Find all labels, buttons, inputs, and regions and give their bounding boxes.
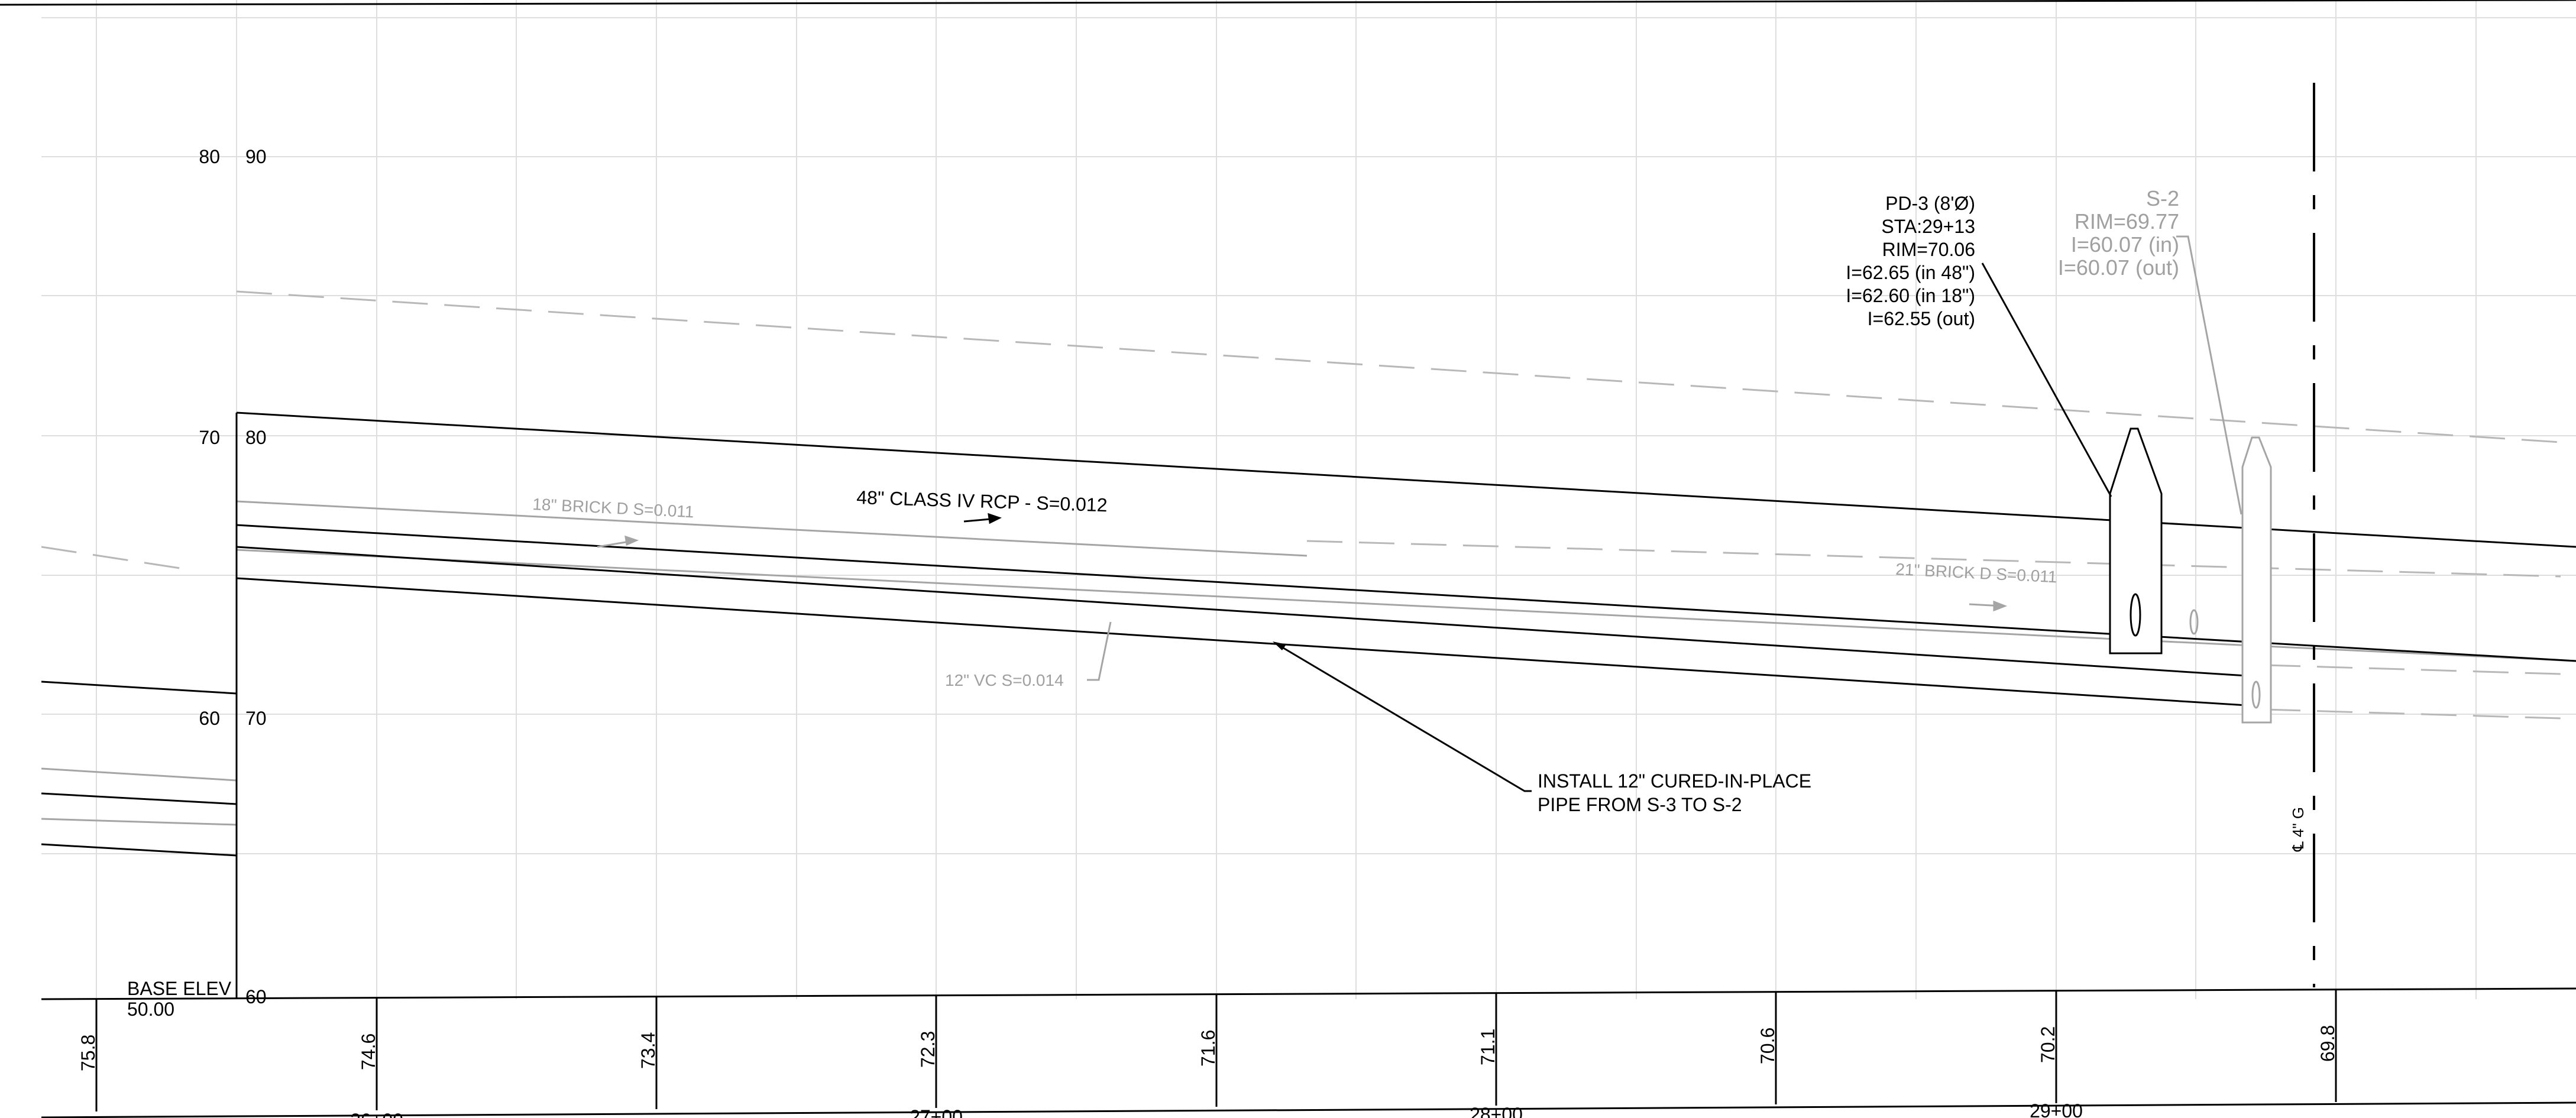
station-table [41, 987, 2576, 1118]
flow-arrow-main [963, 513, 1002, 524]
top-border [0, 0, 2576, 6]
install-note-leader [1277, 643, 1532, 792]
centerline-label: ℄ 4" G [2289, 807, 2307, 852]
station-label: 27+00 [910, 1106, 963, 1118]
pd3-line-rim: RIM=70.06 [1882, 239, 1975, 260]
station-label: 29+00 [2030, 1100, 2083, 1118]
station-label: 28+00 [1470, 1104, 1523, 1118]
station-labels: 26+00 27+00 28+00 29+00 [350, 1100, 2083, 1118]
ground-elevations: 75.8 74.6 73.4 72.3 71.6 71.1 70.6 70.2 … [77, 1025, 2338, 1071]
s2-line-rim: RIM=69.77 [2075, 209, 2179, 234]
pd3-line-inv1: I=62.65 (in 48") [1846, 262, 1975, 283]
install-note-line2: PIPE FROM S-3 TO S-2 [1538, 794, 1742, 815]
vc12-pipe-label: 12" VC S=0.014 [945, 671, 1064, 689]
s2-callout: S-2 RIM=69.77 I=60.07 (in) I=60.07 (out) [2058, 186, 2179, 280]
s2-line-inv-out: I=60.07 (out) [2058, 255, 2179, 280]
left-elev-80: 80 [199, 146, 220, 167]
left-elev-70: 70 [199, 427, 220, 448]
pd3-line-station: STA:29+13 [1881, 216, 1975, 237]
s2-small-opening [2189, 609, 2199, 635]
s2-line-inv-in: I=60.07 (in) [2071, 232, 2179, 257]
ground-elev: 74.6 [358, 1033, 379, 1070]
pd3-line-inv3: I=62.55 (out) [1868, 308, 1975, 329]
s2-leader [2176, 235, 2242, 515]
ground-elev: 71.6 [1198, 1030, 1219, 1067]
pd3-leader [1981, 263, 2112, 497]
ground-elev: 70.2 [2037, 1026, 2059, 1063]
station-label: 26+00 [350, 1110, 403, 1118]
pd3-line-inv2: I=62.60 (in 18") [1846, 285, 1975, 306]
s2-manhole [2241, 436, 2272, 724]
right-elev-60: 60 [245, 986, 267, 1007]
ground-elev: 73.4 [637, 1032, 659, 1069]
right-elev-80: 80 [245, 427, 267, 448]
main-pipes [41, 411, 2576, 857]
gray-pipes [41, 500, 2576, 826]
s2-line-name: S-2 [2146, 186, 2179, 210]
ground-elev: 70.6 [1757, 1028, 1778, 1064]
ground-elev: 71.1 [1477, 1029, 1499, 1065]
pd3-callout: PD-3 (8'Ø) STA:29+13 RIM=70.06 I=62.65 (… [1846, 193, 1975, 329]
elevation-labels: 80 70 60 90 80 70 60 [199, 146, 266, 1007]
ground-elev: 69.8 [2317, 1025, 2338, 1062]
right-elev-90: 90 [245, 146, 267, 167]
flow-arrow-brick18 [597, 535, 639, 548]
gray-dashed-lines [41, 290, 2561, 720]
ground-elev: 75.8 [77, 1035, 99, 1071]
ground-elev: 72.3 [917, 1031, 939, 1068]
left-elev-60: 60 [199, 708, 220, 729]
flow-arrow-brick21 [1969, 600, 2008, 612]
pd3-line-name: PD-3 (8'Ø) [1885, 193, 1975, 214]
base-elev-label: BASE ELEV [127, 978, 232, 999]
base-elev-value: 50.00 [127, 999, 174, 1020]
grid [41, 0, 2576, 999]
right-elev-70: 70 [245, 708, 267, 729]
install-note-line1: INSTALL 12" CURED-IN-PLACE [1538, 770, 1811, 792]
install-note-arrowhead [1273, 641, 1286, 650]
vc12-leader [1087, 621, 1112, 681]
